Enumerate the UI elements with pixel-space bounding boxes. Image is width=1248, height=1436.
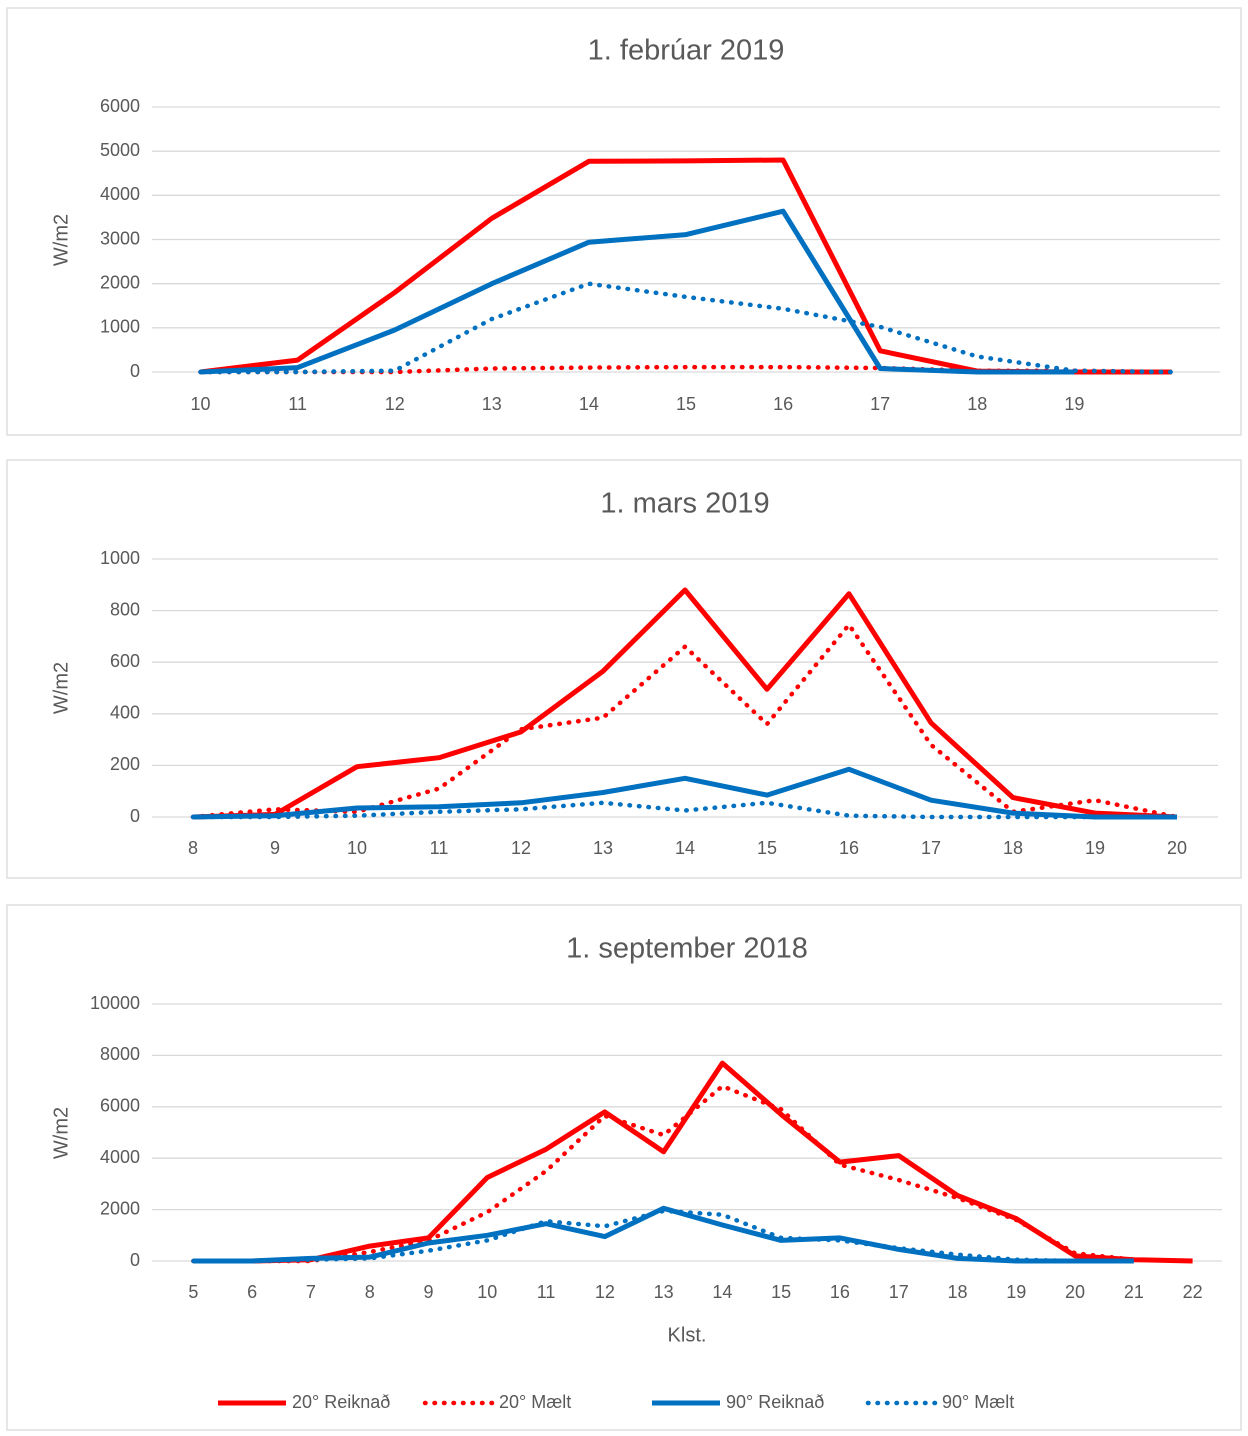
y-tick-label: 0 [130, 361, 140, 381]
x-tick-label: 18 [967, 394, 987, 414]
y-tick-label: 3000 [100, 228, 140, 248]
x-tick-label: 14 [675, 838, 695, 858]
chart-frame [6, 7, 1242, 436]
x-tick-label: 15 [757, 838, 777, 858]
x-tick-label: 20 [1167, 838, 1187, 858]
x-tick-label: 18 [1003, 838, 1023, 858]
x-tick-label: 9 [423, 1282, 433, 1302]
y-tick-label: 0 [130, 1250, 140, 1270]
x-tick-label: 10 [347, 838, 367, 858]
x-tick-label: 12 [511, 838, 531, 858]
chart-frame [6, 459, 1242, 879]
x-tick-label: 13 [482, 394, 502, 414]
series-line [198, 281, 1174, 375]
y-tick-label: 4000 [100, 1147, 140, 1167]
y-axis-title: W/m2 [50, 214, 72, 266]
legend-label: 90° Reiknað [726, 1392, 824, 1412]
chart-title: 1. mars 2019 [600, 488, 769, 520]
x-tick-label: 20 [1065, 1282, 1085, 1302]
x-tick-label: 16 [773, 394, 793, 414]
y-tick-label: 1000 [100, 548, 140, 568]
y-tick-label: 0 [130, 806, 140, 826]
x-tick-label: 14 [712, 1282, 732, 1302]
x-tick-label: 17 [921, 838, 941, 858]
y-axis-title: W/m2 [50, 662, 72, 714]
x-tick-label: 17 [870, 394, 890, 414]
x-tick-label: 14 [579, 394, 599, 414]
x-tick-label: 15 [676, 394, 696, 414]
y-axis-title: W/m2 [50, 1107, 72, 1159]
series-line [191, 1083, 1195, 1264]
x-tick-label: 11 [288, 394, 307, 414]
x-tick-label: 7 [306, 1282, 316, 1302]
legend-label: 20° Mælt [499, 1392, 571, 1412]
x-tick-label: 10 [191, 394, 211, 414]
legend-label: 90° Mælt [942, 1392, 1014, 1412]
y-tick-label: 6000 [100, 1096, 140, 1116]
x-tick-label: 5 [188, 1282, 198, 1302]
y-tick-label: 2000 [100, 1198, 140, 1218]
x-tick-label: 16 [830, 1282, 850, 1302]
y-tick-label: 1000 [100, 317, 140, 337]
x-axis-title: Klst. [668, 1324, 707, 1346]
x-tick-label: 10 [477, 1282, 497, 1302]
x-tick-label: 19 [1064, 394, 1084, 414]
x-tick-label: 19 [1085, 838, 1105, 858]
chart-frame [6, 904, 1242, 1431]
y-tick-label: 5000 [100, 140, 140, 160]
x-tick-label: 18 [947, 1282, 967, 1302]
y-tick-label: 2000 [100, 272, 140, 292]
series-line [190, 800, 1180, 820]
x-tick-label: 17 [889, 1282, 909, 1302]
x-tick-label: 13 [654, 1282, 674, 1302]
x-tick-label: 19 [1006, 1282, 1026, 1302]
y-tick-label: 400 [110, 703, 140, 723]
x-tick-label: 9 [270, 838, 280, 858]
chart-title: 1. febrúar 2019 [588, 35, 785, 67]
series-line [193, 1205, 1134, 1264]
y-tick-label: 8000 [100, 1044, 140, 1064]
x-tick-label: 21 [1124, 1282, 1144, 1302]
x-tick-label: 13 [593, 838, 613, 858]
y-tick-label: 600 [110, 651, 140, 671]
series-line [191, 1208, 1137, 1264]
x-tick-label: 6 [247, 1282, 257, 1302]
x-tick-label: 11 [430, 838, 449, 858]
y-tick-label: 200 [110, 754, 140, 774]
x-tick-label: 8 [365, 1282, 375, 1302]
legend-label: 20° Reiknað [292, 1392, 390, 1412]
x-tick-label: 11 [537, 1282, 556, 1302]
y-tick-label: 800 [110, 599, 140, 619]
y-tick-label: 4000 [100, 184, 140, 204]
series-line [192, 587, 1178, 820]
x-tick-label: 8 [188, 838, 198, 858]
x-tick-label: 12 [385, 394, 405, 414]
series-line [192, 766, 1177, 820]
y-tick-label: 6000 [100, 96, 140, 116]
y-tick-label: 10000 [90, 993, 140, 1013]
chart-title: 1. september 2018 [566, 933, 808, 965]
x-tick-label: 12 [595, 1282, 615, 1302]
x-tick-label: 22 [1183, 1282, 1203, 1302]
series-line [200, 208, 1075, 375]
x-tick-label: 16 [839, 838, 859, 858]
x-tick-label: 15 [771, 1282, 791, 1302]
